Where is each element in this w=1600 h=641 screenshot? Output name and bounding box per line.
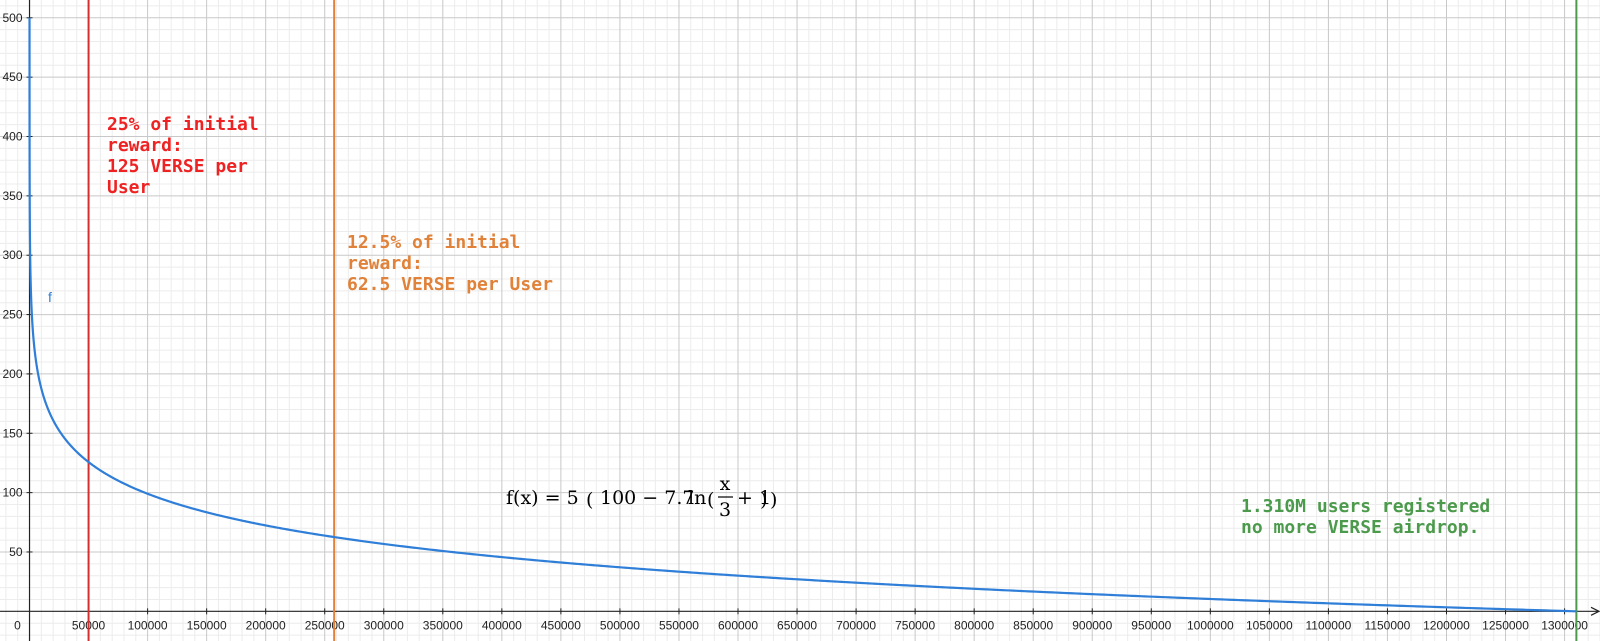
y-tick-label: 500 (2, 11, 22, 25)
x-tick-label: 1150000 (1365, 618, 1411, 632)
x-tick-label: 600000 (718, 618, 758, 632)
x-tick-label: 200000 (246, 618, 286, 632)
x-tick-labels: 5000010000015000020000025000030000035000… (14, 618, 1588, 632)
formula-ln: ln (688, 487, 706, 509)
x-tick-label: 250000 (305, 618, 345, 632)
x-tick-label: 850000 (1013, 618, 1053, 632)
y-tick-label: 150 (2, 426, 22, 440)
x-tick-label: 300000 (364, 618, 404, 632)
y-tick-label: 200 (2, 367, 22, 381)
origin-label: 0 (14, 618, 21, 632)
x-tick-label: 1100000 (1305, 618, 1351, 632)
x-tick-label: 1000000 (1187, 618, 1234, 632)
y-tick-labels: 50 100 150 200 250 300 350 400 450 500 (2, 11, 22, 559)
x-tick-label: 750000 (895, 618, 935, 632)
x-tick-label: 700000 (836, 618, 876, 632)
y-tick-label: 250 (2, 308, 22, 322)
series-line-f (28, 17, 1577, 613)
annotation-25pct-line3: 125 VERSE per (107, 156, 248, 177)
formula-paren-right: ) (770, 489, 777, 511)
formula-paren-inner-left: ( (707, 489, 714, 511)
x-tick-label: 1200000 (1423, 618, 1470, 632)
annotation-25pct-line1: 25% of initial (107, 114, 259, 135)
y-tick-label: 300 (2, 248, 22, 262)
x-tick-label: 550000 (659, 618, 699, 632)
y-tick-label: 50 (9, 545, 23, 559)
x-tick-label: 450000 (541, 618, 581, 632)
annotation-12-5pct: 12.5% of initial reward: 62.5 VERSE per … (347, 232, 553, 295)
x-tick-label: 100000 (128, 618, 168, 632)
annotation-end-line2: no more VERSE airdrop. (1241, 517, 1479, 538)
x-tick-label: 1250000 (1482, 618, 1529, 632)
x-tick-label: 150000 (187, 618, 227, 632)
formula-frac-den: 3 (719, 499, 731, 521)
x-tick-label: 350000 (423, 618, 463, 632)
annotation-12-5pct-line3: 62.5 VERSE per User (347, 274, 553, 295)
x-tick-label: 1300000 (1541, 618, 1588, 632)
curve-label: f (48, 289, 52, 305)
x-tick-label: 650000 (777, 618, 817, 632)
x-tick-label: 950000 (1131, 618, 1171, 632)
formula-paren-inner-right: ) (760, 489, 767, 511)
x-axis-arrow (1590, 606, 1600, 616)
formula-plus-one: + 1 (737, 487, 771, 509)
x-tick-label: 500000 (600, 618, 640, 632)
formula-const: 100 − 7.7 (600, 487, 694, 509)
formula-prefix: f(x) = 5 (506, 487, 579, 509)
y-tick-label: 400 (2, 130, 22, 144)
annotation-12-5pct-line1: 12.5% of initial (347, 232, 520, 253)
x-tick-label: 900000 (1072, 618, 1112, 632)
formula-frac-num: x (720, 473, 731, 495)
reference-lines (87, 0, 1578, 641)
y-tick-label: 450 (2, 70, 22, 84)
formula-label: f(x) = 5 ( 100 − 7.7 ln ( x 3 + 1 ) ) (506, 473, 777, 521)
annotation-end-line1: 1.310M users registered (1241, 496, 1490, 517)
annotation-end: 1.310M users registered no more VERSE ai… (1241, 496, 1501, 538)
annotation-25pct-line2: reward: (107, 135, 183, 156)
x-tick-label: 800000 (954, 618, 994, 632)
x-tick-label: 1050000 (1246, 618, 1293, 632)
annotation-25pct-line4: User (107, 177, 151, 198)
annotation-25pct: 25% of initial reward: 125 VERSE per Use… (107, 114, 270, 198)
x-tick-label: 400000 (482, 618, 522, 632)
annotation-12-5pct-line2: reward: (347, 253, 423, 274)
y-tick-label: 350 (2, 189, 22, 203)
y-tick-label: 100 (2, 486, 22, 500)
formula-paren-left: ( (586, 489, 593, 511)
